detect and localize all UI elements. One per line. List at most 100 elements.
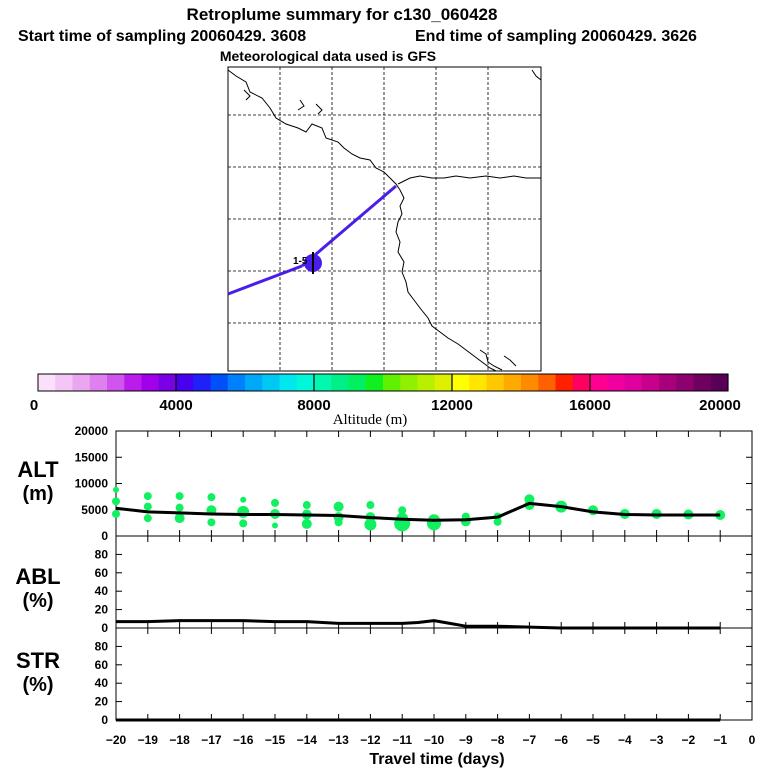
- alt-plume-dot: [302, 501, 311, 510]
- x-tick-label: −3: [650, 733, 664, 747]
- colorbar-swatch: [417, 374, 436, 391]
- colorbar-swatch: [176, 374, 194, 391]
- plume-path-east: [301, 184, 397, 268]
- colorbar-swatch: [141, 374, 160, 391]
- altitude-colorbar: 0 4000 8000 12000 16000 20000 Altitude (…: [30, 373, 741, 428]
- colorbar-swatch: [107, 374, 125, 391]
- abl-y-tick-label: 0: [101, 621, 108, 635]
- end-time-label: End time of sampling 20060429. 3626: [415, 28, 697, 45]
- alt-plume-dot: [239, 519, 248, 528]
- alt-plume-dot: [240, 496, 247, 503]
- str-panel-label: STR: [16, 648, 60, 673]
- abl-y-tick-label: 80: [95, 547, 109, 561]
- colorbar-swatch: [124, 374, 143, 391]
- colorbar-swatch: [710, 374, 729, 391]
- x-tick-label: −11: [392, 733, 412, 747]
- alt-y-tick-label: 0: [101, 529, 108, 543]
- colorbar-frame: [37, 373, 729, 392]
- colorbar-swatch: [227, 374, 246, 391]
- alt-y-tick-label: 20000: [75, 424, 109, 438]
- alt-plume-dot: [143, 514, 152, 523]
- x-tick-label: −17: [201, 733, 222, 747]
- x-tick-label: −1: [713, 733, 727, 747]
- alt-plume-dot: [493, 517, 502, 526]
- start-time-label: Start time of sampling 20060429. 3608: [18, 28, 306, 45]
- colorbar-swatch: [503, 374, 522, 391]
- alt-plume-dot: [364, 518, 377, 531]
- x-tick-label: −14: [297, 733, 318, 747]
- alt-plume-dot: [333, 501, 344, 512]
- colorbar-swatch: [383, 374, 401, 391]
- colorbar-swatch: [400, 374, 419, 391]
- trajectory-map: 1-5: [227, 66, 542, 372]
- colorbar-swatch: [624, 374, 643, 391]
- colorbar-swatch: [676, 374, 695, 391]
- cbar-tick-0: 0: [30, 397, 38, 414]
- colorbar-swatches: [38, 374, 729, 391]
- alt-plume-dot: [175, 492, 184, 501]
- colorbar-swatch: [38, 374, 56, 391]
- alt-panel: 0 5000 10000 15000 20000: [75, 424, 753, 543]
- abl-y-tick-label: 20: [95, 603, 109, 617]
- colorbar-swatch: [55, 374, 74, 391]
- colorbar-swatch: [538, 374, 557, 391]
- str-y-tick-label: 0: [101, 713, 108, 727]
- cbar-tick-20000: 20000: [699, 397, 741, 414]
- abl-frame: [115, 535, 753, 629]
- x-tick-label: −19: [138, 733, 159, 747]
- str-y-tick-label: 80: [95, 639, 109, 653]
- colorbar-major-ticks: [175, 374, 591, 391]
- map-graticule: [228, 67, 541, 371]
- x-axis-title: Travel time (days): [369, 751, 504, 768]
- colorbar-swatch: [365, 374, 384, 391]
- abl-panel: 0 20 40 60 80: [95, 535, 753, 635]
- x-tick-label: −7: [523, 733, 537, 747]
- str-panel: 0 20 40 60 80: [95, 627, 753, 727]
- colorbar-swatch: [193, 374, 212, 391]
- colorbar-swatch: [693, 374, 712, 391]
- colorbar-swatch: [469, 374, 488, 391]
- colorbar-swatch: [158, 374, 177, 391]
- x-tick-label: −10: [424, 733, 445, 747]
- colorbar-swatch: [590, 374, 608, 391]
- x-tick-label: −18: [169, 733, 190, 747]
- abl-panel-label: ABL: [15, 564, 60, 589]
- cbar-tick-12000: 12000: [431, 397, 473, 414]
- alt-plume-dot: [112, 497, 120, 506]
- colorbar-title: Altitude (m): [333, 412, 408, 428]
- colorbar-swatch: [89, 374, 108, 391]
- x-tick-label: −15: [265, 733, 286, 747]
- x-tick-label: −4: [618, 733, 632, 747]
- alt-plume-dot: [301, 518, 312, 529]
- cbar-tick-8000: 8000: [297, 397, 330, 414]
- str-y-tick-label: 40: [95, 676, 109, 690]
- alt-plume-dot: [398, 506, 407, 515]
- colorbar-swatch: [210, 374, 229, 391]
- colorbar-swatch: [607, 374, 626, 391]
- alt-y-tick-label: 10000: [75, 477, 109, 491]
- x-axis: −20 −19 −18 −17 −16 −15 −14 −13 −12 −11 −10 −9 −8 −7−…: [106, 733, 756, 747]
- abl-panel-unit: (%): [22, 590, 53, 612]
- x-tick-label: −13: [328, 733, 349, 747]
- x-tick-label: −9: [459, 733, 473, 747]
- alt-plume-dot: [143, 502, 152, 511]
- alt-plume-dot: [207, 493, 216, 502]
- alt-plume-dot: [207, 518, 216, 527]
- colorbar-swatch: [296, 374, 315, 391]
- alt-plume-dot: [143, 492, 152, 501]
- alt-plume-dot: [271, 498, 279, 507]
- colorbar-swatch: [331, 374, 350, 391]
- alt-panel-label: ALT: [17, 457, 59, 482]
- cbar-tick-4000: 4000: [159, 397, 192, 414]
- alt-plume-dot: [237, 505, 250, 518]
- abl-y-tick-label: 40: [95, 584, 109, 598]
- colorbar-swatch: [521, 374, 539, 391]
- alt-plume-dot: [113, 486, 119, 493]
- alt-plume-dot: [112, 509, 120, 518]
- str-frame: [115, 627, 753, 721]
- alt-panel-unit: (m): [22, 483, 53, 505]
- figure-title: Retroplume summary for c130_060428: [187, 5, 498, 24]
- str-y-tick-label: 60: [95, 658, 109, 672]
- alt-plume-dot: [272, 522, 278, 529]
